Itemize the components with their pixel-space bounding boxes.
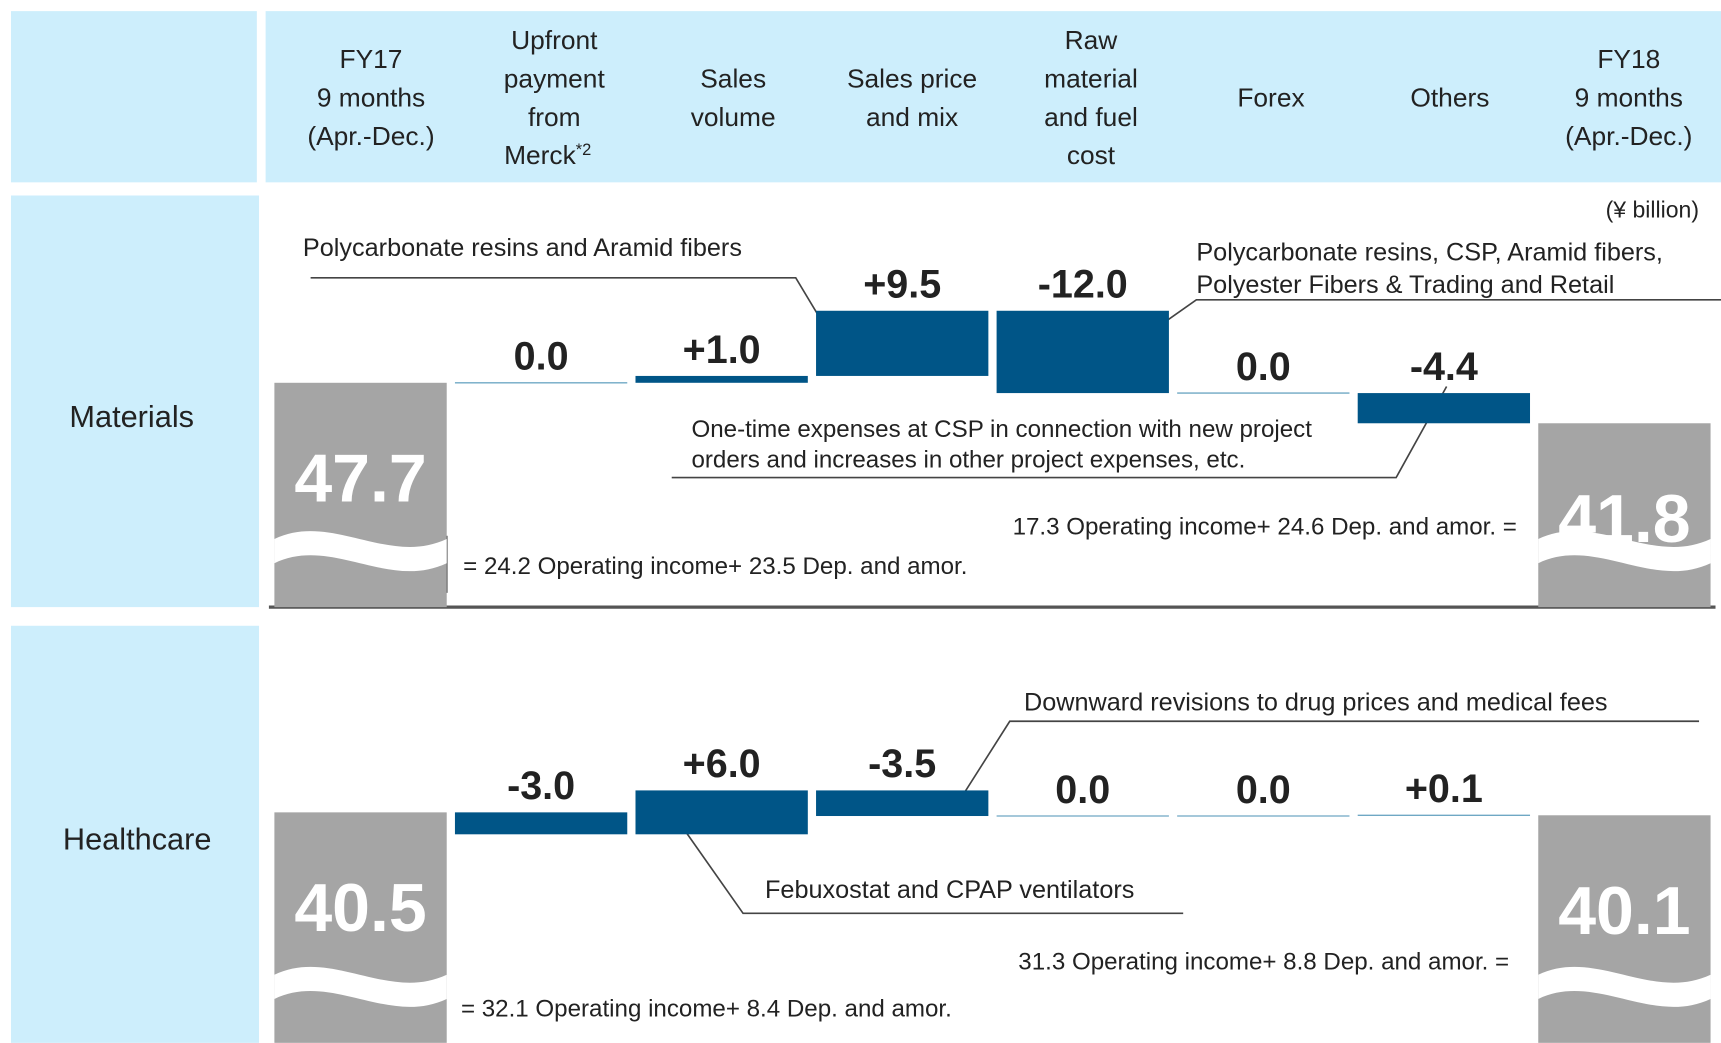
column-header: cost [1067,140,1116,170]
value-label: +1.0 [683,328,761,372]
header-corner [10,11,257,183]
step-bar [816,310,989,376]
column-header: Sales [700,63,766,93]
column-header: 9 months [1575,83,1683,113]
column-header: Raw [1065,25,1119,55]
value-label: -12.0 [1038,263,1128,307]
note: = 32.1 Operating income+ 8.4 Dep. and am… [461,996,952,1023]
value-label: +9.5 [863,263,941,307]
value-label: -3.0 [507,764,575,808]
step-bar [635,375,808,383]
value-label: +6.0 [683,742,761,786]
axis-break [274,531,447,572]
value-label: 0.0 [1055,768,1110,812]
annotation: Febuxostat and CPAP ventilators [765,876,1134,904]
annotation: One-time expenses at CSP in connection w… [691,416,1312,443]
step-bar [635,790,808,835]
unit-label: (¥ billion) [1606,196,1699,222]
column-header: Others [1410,83,1489,113]
column-header: Upfront [511,25,598,55]
value-label: 0.0 [1236,768,1291,812]
column-header: (Apr.-Dec.) [1565,121,1692,151]
value-label: -3.5 [868,742,936,786]
annotation: Polycarbonate resins, CSP, Aramid fibers… [1196,238,1663,266]
column-header: Forex [1237,83,1304,113]
note: 17.3 Operating income+ 24.6 Dep. and amo… [1013,514,1517,541]
leader-line [1166,298,1721,322]
row-label-cell [10,195,260,608]
note: = 24.2 Operating income+ 23.5 Dep. and a… [463,553,967,580]
column-header: from [528,102,581,132]
column-header: volume [691,102,776,132]
value-label: 0.0 [1236,345,1291,389]
leader-line [949,720,1700,815]
axis-break [1538,966,1711,1007]
column-header: and mix [866,102,958,132]
total-bar [1538,423,1711,608]
axis-break [274,966,447,1007]
value-label: -4.4 [1410,345,1478,389]
annotation: Polycarbonate resins and Aramid fibers [303,234,742,262]
note: 31.3 Operating income+ 8.8 Dep. and amor… [1018,948,1509,975]
column-header: (Apr.-Dec.) [307,121,434,151]
row-label-cell [10,625,260,1043]
step-bar [454,812,628,835]
column-header: and fuel [1044,102,1138,132]
column-header: FY18 [1597,44,1660,74]
total-label: 40.1 [1558,873,1690,949]
total-label: 41.8 [1558,481,1690,557]
column-header: FY17 [340,44,403,74]
annotation: Downward revisions to drug prices and me… [1024,688,1607,716]
column-header: payment [504,63,606,93]
column-header: 9 months [317,83,425,113]
column-header: Sales price [847,63,977,93]
header-band [265,11,1721,183]
step-bar [996,310,1169,394]
total-label: 47.7 [294,440,426,516]
row-label: Materials [69,399,194,434]
row-label: Healthcare [63,822,212,857]
axis-break [1538,531,1711,572]
annotation: Polyester Fibers & Trading and Retail [1196,271,1614,299]
footnote-mark: *2 [576,141,592,159]
value-label: +0.1 [1405,767,1483,811]
value-label: 0.0 [514,335,569,379]
leader-line [310,277,827,328]
step-bar [816,790,989,817]
column-header: material [1044,63,1138,93]
step-bar [1357,393,1531,424]
annotation: orders and increases in other project ex… [691,447,1245,474]
total-label: 40.5 [294,870,426,946]
leader-line [685,831,1184,915]
